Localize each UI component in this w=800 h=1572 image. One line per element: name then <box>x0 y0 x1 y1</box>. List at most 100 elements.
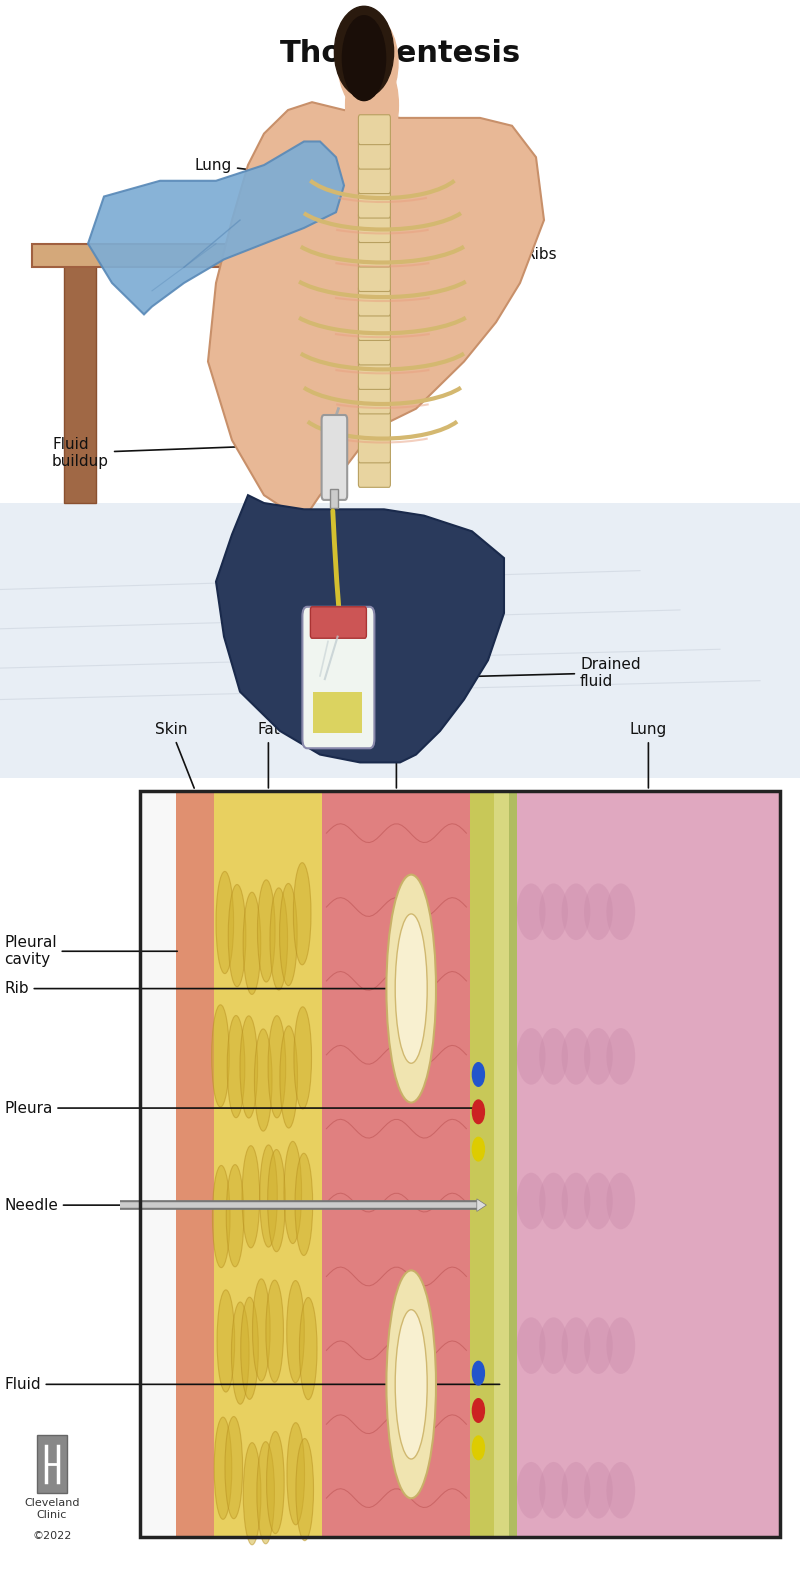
Text: Needle: Needle <box>4 1198 312 1212</box>
FancyBboxPatch shape <box>214 791 322 1537</box>
Ellipse shape <box>270 888 287 990</box>
Circle shape <box>472 1100 485 1124</box>
Circle shape <box>606 883 635 940</box>
Circle shape <box>606 1462 635 1519</box>
Ellipse shape <box>225 1416 242 1519</box>
FancyBboxPatch shape <box>0 503 800 778</box>
Ellipse shape <box>254 1030 272 1132</box>
Text: Pleural
cavity: Pleural cavity <box>4 935 178 967</box>
Ellipse shape <box>217 1291 234 1393</box>
Ellipse shape <box>214 1416 232 1519</box>
Ellipse shape <box>266 1280 283 1382</box>
FancyBboxPatch shape <box>517 791 780 1537</box>
Circle shape <box>584 1317 613 1374</box>
FancyBboxPatch shape <box>358 163 390 193</box>
Ellipse shape <box>386 874 436 1102</box>
Ellipse shape <box>231 1302 249 1404</box>
FancyBboxPatch shape <box>358 261 390 291</box>
FancyBboxPatch shape <box>140 791 780 1537</box>
Text: Muscle: Muscle <box>370 722 423 788</box>
Ellipse shape <box>240 1016 258 1118</box>
Ellipse shape <box>299 1297 317 1399</box>
Ellipse shape <box>334 6 394 97</box>
Polygon shape <box>88 141 344 314</box>
Text: Fluid: Fluid <box>4 1377 500 1391</box>
Circle shape <box>562 883 590 940</box>
FancyBboxPatch shape <box>358 286 390 316</box>
Ellipse shape <box>284 1141 302 1243</box>
FancyBboxPatch shape <box>32 244 240 267</box>
Ellipse shape <box>253 1280 270 1382</box>
Ellipse shape <box>266 1432 284 1534</box>
Ellipse shape <box>294 1006 311 1108</box>
FancyBboxPatch shape <box>358 140 390 170</box>
Ellipse shape <box>286 1281 304 1383</box>
FancyBboxPatch shape <box>38 1435 67 1493</box>
Text: Thoracentesis: Thoracentesis <box>279 39 521 68</box>
Text: Cleveland
Clinic: Cleveland Clinic <box>24 1498 80 1520</box>
FancyBboxPatch shape <box>358 189 390 219</box>
Text: Fluid
buildup: Fluid buildup <box>52 437 332 468</box>
FancyBboxPatch shape <box>358 432 390 462</box>
Text: Drained
fluid: Drained fluid <box>372 657 641 689</box>
FancyBboxPatch shape <box>358 212 390 242</box>
Ellipse shape <box>294 863 311 965</box>
Ellipse shape <box>213 1165 230 1267</box>
Circle shape <box>472 1063 485 1086</box>
Circle shape <box>472 1437 485 1459</box>
Circle shape <box>539 883 568 940</box>
Circle shape <box>346 53 398 157</box>
Circle shape <box>606 1173 635 1229</box>
Circle shape <box>584 1462 613 1519</box>
Ellipse shape <box>268 1149 286 1251</box>
Ellipse shape <box>243 893 261 995</box>
Ellipse shape <box>279 883 297 986</box>
FancyBboxPatch shape <box>64 259 96 503</box>
FancyBboxPatch shape <box>330 489 338 508</box>
Polygon shape <box>216 495 504 762</box>
FancyBboxPatch shape <box>470 791 494 1537</box>
Ellipse shape <box>338 13 398 113</box>
FancyBboxPatch shape <box>358 115 390 145</box>
Circle shape <box>517 1462 546 1519</box>
FancyBboxPatch shape <box>358 335 390 365</box>
Ellipse shape <box>280 1027 298 1129</box>
FancyBboxPatch shape <box>358 384 390 413</box>
Ellipse shape <box>395 913 427 1063</box>
Text: Lung: Lung <box>194 157 334 181</box>
FancyBboxPatch shape <box>302 607 374 748</box>
Ellipse shape <box>386 1270 436 1498</box>
Polygon shape <box>208 102 544 519</box>
Ellipse shape <box>296 1438 314 1541</box>
Text: Rib: Rib <box>4 981 389 997</box>
FancyBboxPatch shape <box>322 415 347 500</box>
FancyBboxPatch shape <box>358 409 390 439</box>
Ellipse shape <box>268 1016 286 1118</box>
Circle shape <box>562 1028 590 1085</box>
Circle shape <box>517 1173 546 1229</box>
Ellipse shape <box>228 885 246 987</box>
Ellipse shape <box>260 1144 278 1247</box>
Circle shape <box>584 1173 613 1229</box>
Ellipse shape <box>242 1146 260 1248</box>
Ellipse shape <box>212 1005 230 1107</box>
Circle shape <box>517 883 546 940</box>
Circle shape <box>584 1028 613 1085</box>
Ellipse shape <box>243 1443 261 1545</box>
Ellipse shape <box>257 1442 274 1544</box>
Ellipse shape <box>295 1154 313 1256</box>
Ellipse shape <box>241 1297 258 1399</box>
Circle shape <box>562 1173 590 1229</box>
Circle shape <box>539 1317 568 1374</box>
Text: Pleura: Pleura <box>4 1100 476 1116</box>
Ellipse shape <box>226 1165 244 1267</box>
Text: Fat: Fat <box>257 722 280 788</box>
Circle shape <box>472 1399 485 1423</box>
FancyBboxPatch shape <box>358 457 390 487</box>
Ellipse shape <box>395 1309 427 1459</box>
FancyBboxPatch shape <box>494 791 509 1537</box>
Circle shape <box>584 883 613 940</box>
FancyBboxPatch shape <box>509 791 517 1537</box>
FancyBboxPatch shape <box>322 791 470 1537</box>
Text: Ribs: Ribs <box>438 233 557 263</box>
